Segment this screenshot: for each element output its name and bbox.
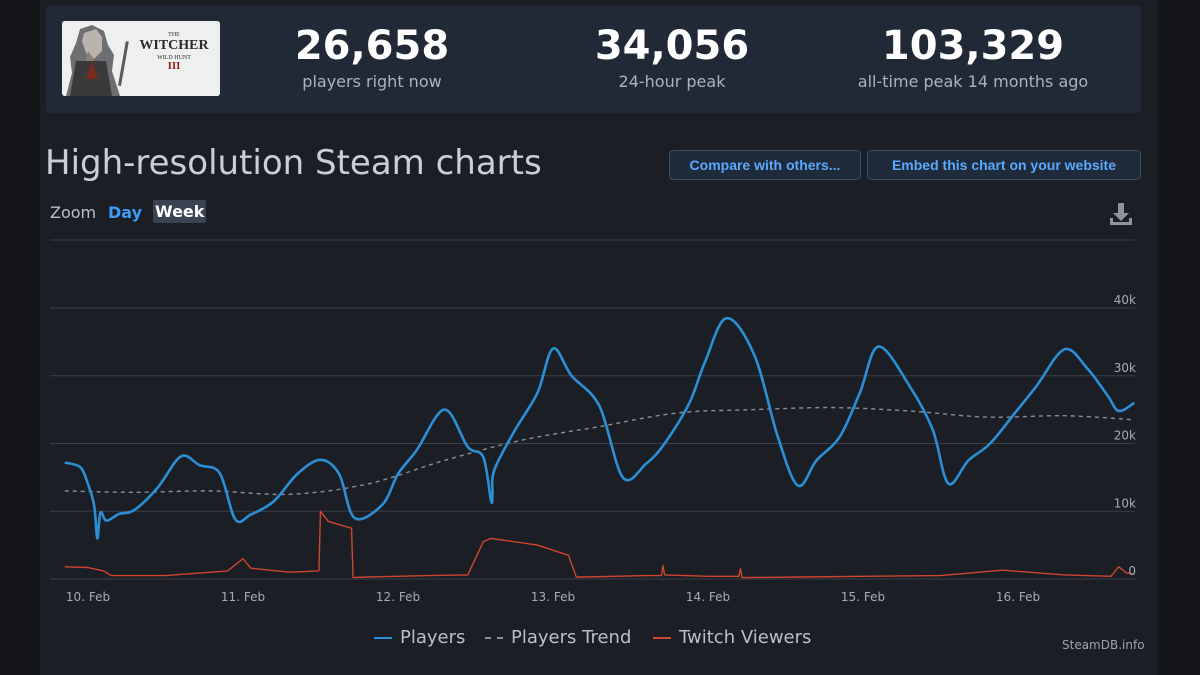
x-tick-label: 10. Feb (66, 590, 110, 604)
credit-link[interactable]: SteamDB.info (1062, 638, 1145, 652)
grid-layer (50, 239, 1135, 580)
legend-twitch-label: Twitch Viewers (679, 627, 812, 648)
x-tick-label: 14. Feb (686, 590, 730, 604)
stat-alltime-peak-value: 103,329 (881, 23, 1065, 69)
player-chart: 0 10k 20k 30k 40k 10. Feb 11. Feb 12. Feb 13. Fe… (50, 239, 1136, 604)
legend-trend-swatch (485, 637, 503, 639)
logo-text-witcher: WITCHER (139, 38, 209, 53)
stat-24h-peak-value: 34,056 (594, 23, 750, 69)
page-side-left (0, 0, 40, 675)
legend-players-label: Players (400, 627, 466, 648)
stats-panel: THE WITCHER WILD HUNT III 26,658 players… (46, 5, 1141, 113)
x-tick-label: 12. Feb (376, 590, 420, 604)
stat-24h-peak-label: 24-hour peak (618, 72, 726, 91)
stat-alltime-peak: 103,329 all-time peak 14 months ago (843, 23, 1103, 93)
download-icon[interactable] (1108, 201, 1134, 227)
x-tick-label: 16. Feb (996, 590, 1040, 604)
zoom-week-button[interactable]: Week (153, 200, 207, 223)
zoom-day-button[interactable]: Day (108, 203, 143, 222)
logo-text-roman: III (168, 60, 181, 72)
stat-alltime-peak-label: all-time peak 14 months ago (857, 72, 1089, 91)
legend-players[interactable]: Players (374, 627, 465, 648)
series-players-line (64, 316, 1135, 540)
y-tick-label: 20k (1114, 429, 1136, 443)
page-side-right (1158, 0, 1200, 675)
embed-chart-button[interactable]: Embed this chart on your website (867, 150, 1141, 180)
y-tick-label: 10k (1114, 496, 1136, 510)
legend-twitch[interactable]: Twitch Viewers (653, 627, 811, 648)
zoom-label: Zoom (50, 203, 97, 222)
stat-current-value: 26,658 (294, 23, 450, 69)
y-tick-label: 30k (1114, 361, 1136, 375)
legend-players-swatch (374, 637, 392, 639)
legend-trend-label: Players Trend (511, 627, 632, 648)
logo-text-the: THE (168, 32, 180, 38)
x-tick-label: 11. Feb (221, 590, 265, 604)
page-title: High-resolution Steam charts (45, 143, 542, 183)
y-tick-label: 40k (1114, 293, 1136, 307)
legend-players-trend[interactable]: Players Trend (485, 627, 631, 648)
stat-current-label: players right now (302, 72, 442, 91)
series-twitch-line (64, 510, 1135, 579)
compare-button[interactable]: Compare with others... (669, 150, 861, 180)
stat-24h-peak: 34,056 24-hour peak (542, 23, 802, 93)
y-tick-label: 0 (1128, 564, 1136, 578)
stat-current: 26,658 players right now (242, 23, 502, 93)
legend-twitch-swatch (653, 637, 671, 639)
game-logo-art: THE WITCHER WILD HUNT III (62, 21, 220, 96)
x-tick-label: 13. Feb (531, 590, 575, 604)
logo-text-wild-hunt: WILD HUNT (157, 55, 191, 61)
game-logo[interactable]: THE WITCHER WILD HUNT III (62, 21, 220, 96)
x-tick-label: 15. Feb (841, 590, 885, 604)
series-trend-line (64, 406, 1135, 496)
tick-layer: 0 10k 20k 30k 40k 10. Feb 11. Feb 12. Feb 13. Fe… (66, 293, 1136, 604)
series-layer (64, 316, 1135, 579)
